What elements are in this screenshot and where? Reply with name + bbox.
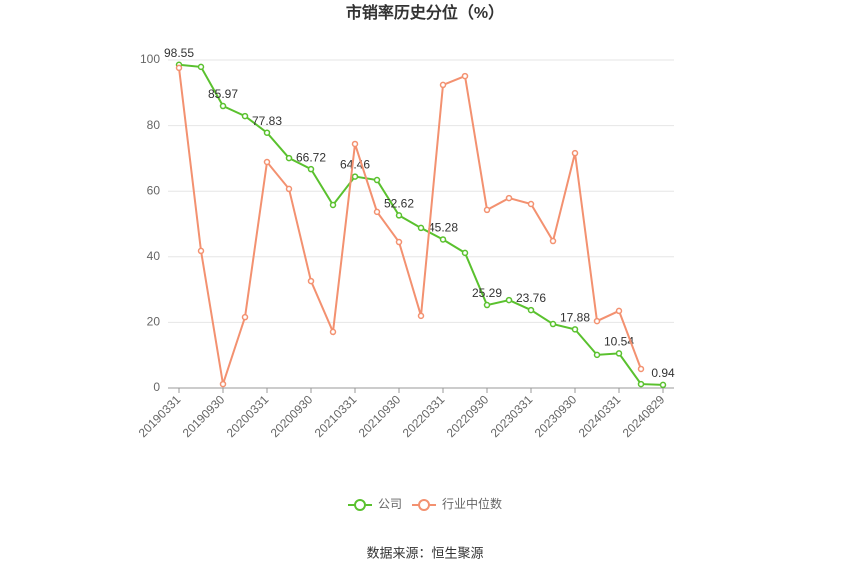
x-tick-label: 20240829: [620, 392, 668, 440]
data-label: 0.94: [651, 366, 675, 380]
point: [351, 140, 359, 148]
legend-marker: [418, 499, 431, 511]
x-tick-label: 20200331: [224, 392, 272, 440]
point: [307, 277, 315, 285]
point: [505, 296, 513, 304]
data-label: 98.55: [164, 46, 194, 60]
point: [571, 326, 579, 333]
data-label: 10.54: [604, 335, 634, 349]
point: [461, 249, 469, 257]
data-label: 23.76: [516, 291, 546, 305]
point: [329, 201, 337, 209]
y-tick-label: 20: [147, 315, 161, 329]
data-label: 45.28: [428, 221, 458, 235]
series-line: [178, 67, 642, 385]
data-label: 25.29: [472, 286, 502, 300]
x-tick-label: 20210331: [312, 392, 360, 440]
data-label: 64.46: [340, 158, 370, 172]
y-tick-label: 100: [140, 52, 160, 66]
x-tick-label: 20220331: [400, 392, 448, 440]
x-tick-label: 20200930: [268, 392, 316, 440]
point: [461, 72, 469, 80]
data-label: 85.97: [208, 87, 238, 101]
chart-title: 市销率历史分位（%）: [346, 3, 504, 22]
point: [439, 81, 447, 89]
point: [197, 247, 205, 255]
x-tick-label: 20220930: [444, 392, 492, 440]
point: [439, 236, 447, 243]
point: [241, 313, 249, 321]
point: [637, 365, 645, 373]
point: [637, 380, 645, 388]
legend-label: 公司: [378, 497, 402, 511]
point: [373, 176, 381, 184]
point: [483, 206, 491, 214]
point: [417, 312, 425, 320]
y-tick-label: 40: [147, 249, 161, 263]
point: [219, 102, 227, 110]
source: 数据来源：恒生聚源: [366, 545, 483, 560]
point: [505, 194, 513, 202]
y-tick-label: 60: [147, 183, 161, 197]
point: [395, 212, 403, 219]
point: [527, 200, 535, 208]
point: [329, 328, 337, 336]
x-tick-label: 20210930: [356, 392, 404, 440]
point: [351, 173, 359, 180]
point: [263, 129, 271, 136]
point: [175, 64, 183, 72]
point: [593, 351, 601, 359]
point: [373, 208, 381, 216]
x-tick-label: 20190331: [136, 392, 184, 440]
point: [417, 224, 425, 232]
x-tick-label: 20230331: [488, 392, 536, 440]
point: [197, 63, 205, 71]
data-label: 52.62: [384, 197, 414, 211]
point: [615, 350, 623, 357]
data-label: 66.72: [296, 150, 326, 164]
y-tick-label: 80: [147, 118, 161, 132]
point: [571, 149, 579, 157]
x-tick-label: 20240331: [576, 392, 624, 440]
point: [219, 380, 227, 388]
x-tick-label: 20230930: [532, 392, 580, 440]
point: [285, 154, 293, 162]
point: [659, 381, 667, 389]
data-label: 77.83: [252, 114, 282, 128]
point: [593, 317, 601, 325]
point: [263, 158, 271, 166]
point: [549, 237, 557, 245]
point: [483, 301, 491, 309]
legend-label: 行业中位数: [442, 496, 502, 511]
legend-marker: [354, 499, 366, 511]
point: [527, 306, 535, 314]
y-tick-label: 0: [153, 380, 160, 394]
point: [615, 307, 623, 315]
point: [395, 238, 403, 246]
point: [307, 165, 315, 173]
data-label: 17.88: [560, 311, 590, 325]
point: [549, 320, 557, 328]
point: [241, 112, 249, 120]
point: [285, 185, 293, 193]
x-tick-label: 20190930: [180, 392, 228, 440]
